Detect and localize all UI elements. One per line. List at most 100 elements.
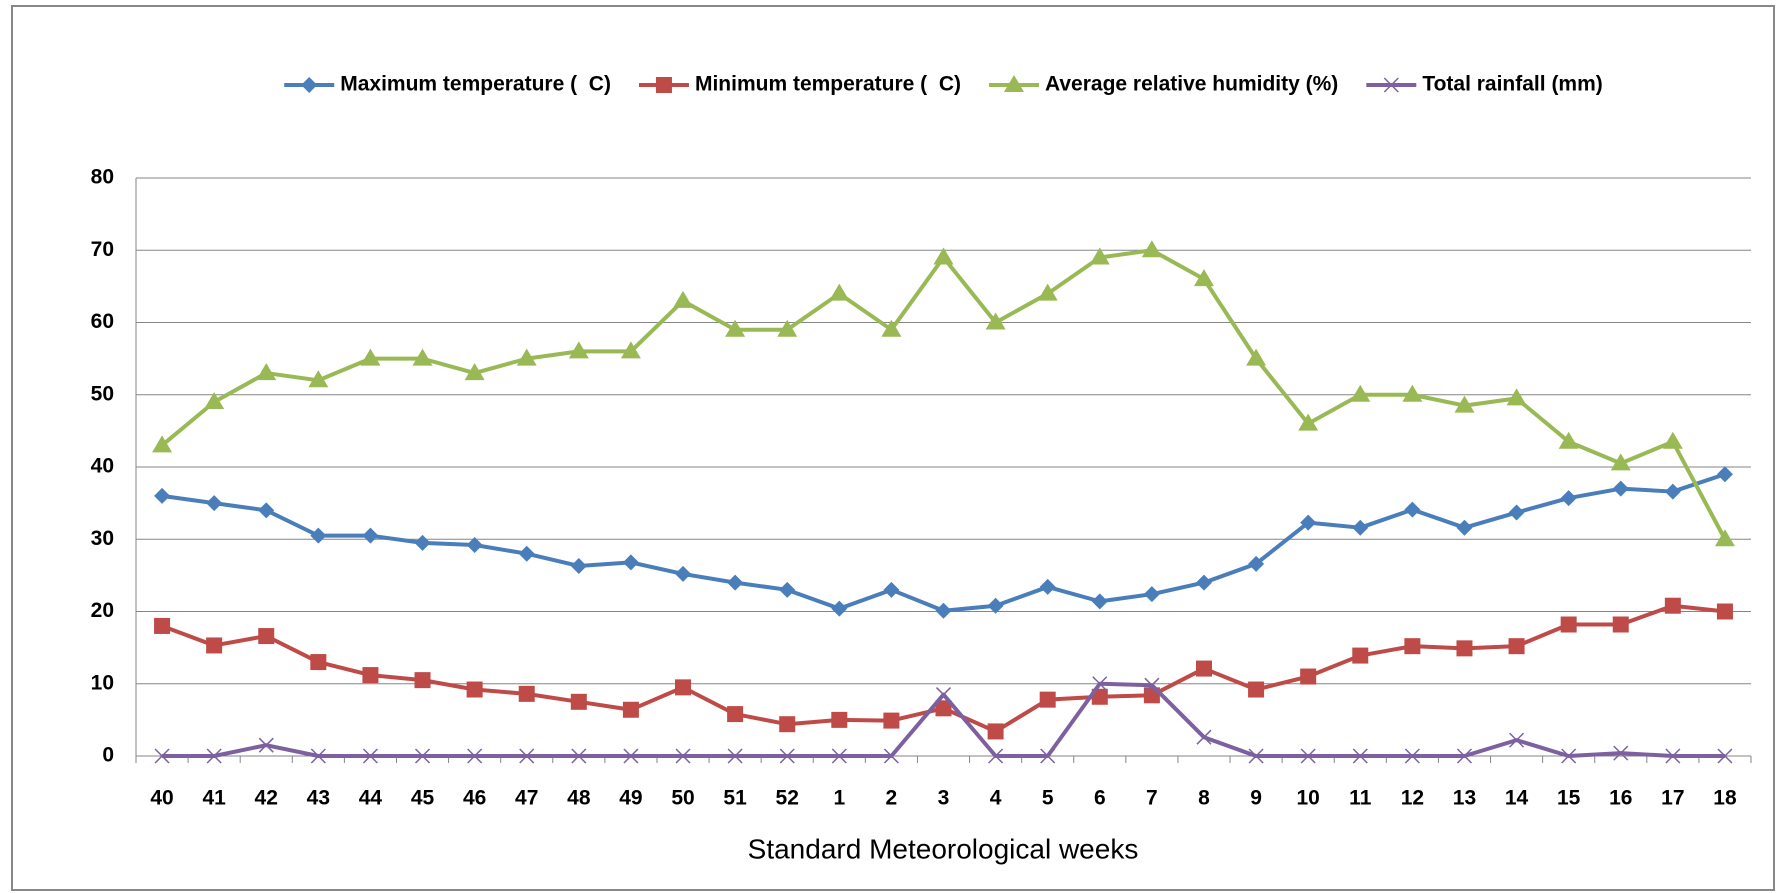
marker [466, 537, 483, 554]
y-tick-label: 50 [91, 382, 114, 405]
marker [1352, 647, 1369, 664]
legend-label: Total rainfall (mm) [1422, 73, 1602, 96]
marker [1716, 466, 1733, 483]
marker [1613, 745, 1629, 761]
marker [935, 700, 952, 717]
marker [1664, 597, 1681, 614]
marker [1246, 348, 1267, 366]
marker [518, 685, 535, 702]
marker [414, 672, 431, 689]
y-tick-label: 20 [91, 599, 114, 622]
marker [362, 748, 378, 764]
marker [152, 435, 173, 453]
marker [883, 581, 900, 598]
marker [1195, 574, 1212, 591]
marker [464, 363, 485, 381]
marker [1300, 668, 1317, 685]
marker [1662, 431, 1683, 449]
marker [362, 527, 379, 544]
marker [301, 77, 318, 93]
marker [206, 748, 222, 764]
marker [466, 681, 483, 698]
marker [622, 554, 639, 571]
marker [154, 748, 170, 764]
marker [727, 706, 744, 723]
legend-label: Minimum temperature ( C) [695, 73, 961, 96]
x-tick-label: 50 [671, 787, 694, 810]
marker [1404, 748, 1420, 764]
marker [570, 557, 587, 574]
marker [779, 581, 796, 598]
marker [518, 545, 535, 562]
marker [310, 654, 327, 671]
marker [154, 487, 171, 504]
x-tick-label: 13 [1453, 787, 1476, 810]
chart-frame [11, 5, 1775, 891]
y-tick-label: 80 [91, 166, 114, 189]
marker [1717, 748, 1733, 764]
marker [1300, 748, 1316, 764]
x-tick-label: 41 [202, 787, 226, 810]
y-tick-label: 70 [91, 238, 114, 261]
legend-label: Average relative humidity (%) [1045, 73, 1338, 96]
y-tick-label: 0 [102, 744, 114, 767]
marker [935, 687, 952, 703]
x-tick-label: 11 [1349, 787, 1372, 810]
marker [1091, 593, 1108, 610]
marker [1506, 388, 1527, 406]
marker [779, 748, 795, 764]
marker [1195, 660, 1212, 677]
marker [831, 711, 848, 728]
marker [829, 283, 850, 301]
marker [1561, 748, 1577, 764]
marker [675, 565, 692, 582]
marker [360, 348, 381, 366]
x-tick-label: 49 [619, 787, 642, 810]
marker [883, 748, 899, 764]
x-tick-label: 5 [1042, 787, 1054, 810]
marker [777, 319, 798, 337]
marker [256, 363, 277, 381]
x-tick-label: 42 [255, 787, 278, 810]
marker [727, 748, 743, 764]
x-axis-title: Standard Meteorological weeks [748, 833, 1139, 864]
marker [1300, 514, 1317, 531]
marker [1560, 616, 1577, 633]
x-tick-label: 52 [776, 787, 799, 810]
x-tick-label: 40 [150, 787, 173, 810]
x-tick-label: 18 [1713, 787, 1737, 810]
marker [675, 679, 692, 696]
x-tick-label: 10 [1296, 787, 1319, 810]
marker [258, 737, 274, 753]
x-tick-label: 1 [833, 787, 845, 810]
x-tick-label: 2 [886, 787, 898, 810]
marker [1037, 283, 1058, 301]
marker [1664, 483, 1681, 500]
marker [204, 391, 225, 409]
x-tick-label: 45 [411, 787, 435, 810]
marker [414, 534, 431, 551]
marker [516, 348, 537, 366]
marker [1196, 729, 1212, 745]
x-tick-label: 47 [515, 787, 538, 810]
marker [1350, 384, 1371, 402]
marker [206, 637, 223, 654]
legend: Maximum temperature ( C) Minimum temperat… [284, 73, 1603, 96]
marker [570, 693, 587, 710]
marker [1248, 555, 1265, 572]
x-tick-label: 48 [567, 787, 591, 810]
marker [1298, 413, 1319, 431]
marker [258, 628, 275, 645]
marker [1402, 384, 1423, 402]
x-tick-label: 51 [723, 787, 747, 810]
marker [1560, 490, 1577, 507]
x-tick-label: 9 [1250, 787, 1262, 810]
marker [1456, 519, 1473, 536]
marker [673, 290, 694, 308]
marker [725, 319, 746, 337]
marker [1141, 240, 1162, 258]
marker [258, 502, 275, 519]
marker [985, 312, 1006, 330]
